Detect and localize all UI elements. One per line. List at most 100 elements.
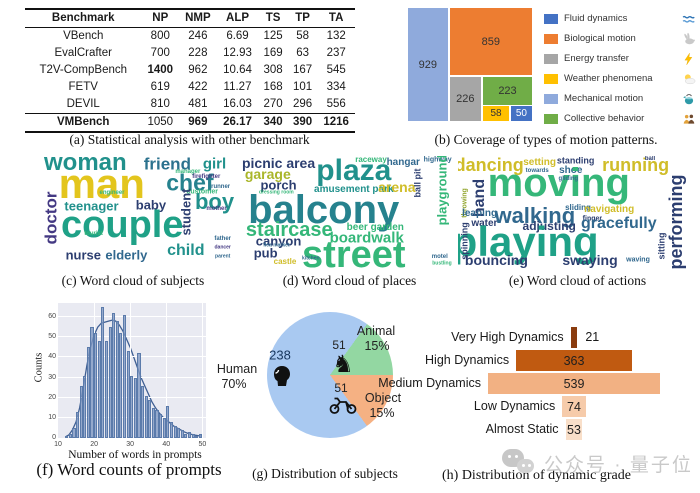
cloud-word: dressing room	[259, 189, 294, 196]
cloud-word: bustling	[432, 260, 452, 267]
table-cell: 556	[326, 98, 346, 110]
hist-bar	[151, 407, 155, 438]
cloud-word: balcony	[248, 187, 400, 232]
hist-bar	[187, 431, 192, 438]
legend-swatch	[544, 53, 558, 64]
hist-bar	[130, 375, 134, 438]
table-header-cell: ALP	[216, 9, 259, 28]
hist-bar	[122, 315, 127, 438]
legend-item: Biological motion	[544, 32, 696, 45]
table-row: FETV 619 422 11.27 168 101 334	[25, 79, 355, 96]
table-row: DEVIL 810 481 16.03 270 296 556	[25, 96, 355, 114]
cloud-word: gliding	[558, 175, 579, 182]
cloud-word: runner	[211, 184, 231, 191]
table-cell: 296	[292, 98, 313, 110]
hist-bar	[115, 321, 119, 438]
cloud-word: man	[58, 160, 145, 207]
legend-item: Mechanical motion	[544, 92, 696, 105]
cloud-word: woman	[44, 156, 127, 176]
funnel-category-label: Very High Dynamics	[451, 330, 564, 344]
hist-bar	[155, 409, 159, 438]
legend-swatch	[544, 93, 558, 104]
hist-bar	[144, 395, 148, 438]
funnel-value-label: 21	[585, 330, 600, 344]
cloud-word: couple	[61, 204, 184, 247]
hist-bar	[169, 421, 173, 438]
cloud-word: water	[471, 217, 498, 229]
hist-bar	[76, 411, 80, 438]
table-cell: 12.93	[223, 47, 252, 59]
cloud-word: dancer	[214, 244, 231, 251]
table-cell: 167	[292, 64, 313, 76]
cloud-word: dancing	[458, 156, 524, 176]
table-row: VBench 800 246 6.69 125 58 132	[25, 28, 355, 46]
table-cell: 237	[326, 47, 346, 59]
cloud-word: child	[167, 242, 205, 260]
legend-item: Collective behavior	[544, 112, 696, 125]
histogram-plot	[58, 303, 206, 438]
table-cell: 390	[287, 113, 318, 132]
cloud-word: leaping	[462, 207, 498, 219]
cloud-word: staircase	[245, 218, 333, 241]
hist-bar	[162, 417, 166, 438]
cloud-word: customer	[186, 188, 218, 196]
dynamic-grade-chart: Very High Dynamics 21 High Dynamics 363 Medi…	[378, 322, 700, 447]
table-cell: 1050	[141, 113, 180, 132]
funnel-bar: 363	[516, 350, 632, 371]
cloud-word: waving	[626, 256, 650, 264]
x-tick-label: 10	[54, 441, 62, 448]
hist-bar	[79, 385, 83, 438]
histogram-y-label: Counts	[33, 352, 45, 383]
treemap-legend: Fluid dynamics Biological motion Energy tr…	[544, 12, 696, 132]
lightning-icon	[682, 52, 696, 66]
cloud-word: elderly	[105, 247, 148, 263]
table-cell: 800	[150, 30, 170, 42]
cloud-word: amusement park	[314, 183, 394, 195]
cloud-word: firefighter	[192, 174, 221, 181]
cloud-word: beer garden	[346, 221, 404, 233]
table-cell: VMBench	[25, 113, 142, 132]
cloud-word: canyon	[255, 233, 302, 249]
y-tick-label: 0	[52, 434, 56, 441]
caption-b: (b) Coverage of types of motion patterns…	[434, 132, 658, 147]
cloud-word: parent	[215, 253, 231, 260]
table-cell: 700	[150, 47, 170, 59]
cloud-word: mother	[206, 205, 227, 212]
cloud-word: porch	[260, 177, 297, 193]
table-cell: 26.17	[216, 113, 259, 132]
hist-bar	[90, 327, 94, 438]
treemap-block-weather-phenomena: 58	[483, 106, 510, 121]
cloud-word: performing	[666, 174, 687, 269]
cloud-word: sliding	[565, 202, 591, 212]
pie-label: 15%	[369, 406, 395, 420]
cloud-word: shoe	[559, 164, 583, 176]
funnel-row: Medium Dynamics 539	[378, 373, 700, 394]
cloud-word: tourist	[84, 231, 103, 238]
hist-bar	[68, 433, 72, 438]
table-cell: 308	[263, 64, 283, 76]
pie-label: 51	[334, 381, 348, 395]
caption-h: (h) Distribution of dynamic grade	[442, 468, 631, 483]
cloud-word: swaying	[562, 251, 618, 268]
gridline	[166, 303, 168, 438]
legend-label: Mechanical motion	[564, 93, 644, 104]
hist-bar	[184, 433, 188, 438]
x-tick-label: 50	[198, 441, 207, 448]
caption-e: (e) Word cloud of actions	[508, 273, 647, 288]
hist-bar	[159, 413, 163, 438]
cloud-word: kitchen	[302, 255, 320, 262]
hist-bar	[119, 333, 123, 438]
kettle-icon	[682, 92, 696, 106]
table-header-cell: NP	[141, 9, 180, 28]
caption-c: (c) Word cloud of subjects	[61, 273, 205, 288]
cloud-word: walking	[494, 202, 576, 228]
cloud-word: boy	[194, 188, 235, 214]
motorcycle-icon	[328, 395, 358, 415]
table-cell: 810	[150, 98, 170, 110]
cloud-word: standing	[556, 156, 595, 166]
y-tick-label: 60	[48, 313, 56, 321]
table-cell: 16.03	[223, 98, 252, 110]
hist-bar	[108, 327, 112, 438]
y-tick-label: 30	[48, 373, 56, 381]
table-cell: VBench	[63, 30, 104, 42]
